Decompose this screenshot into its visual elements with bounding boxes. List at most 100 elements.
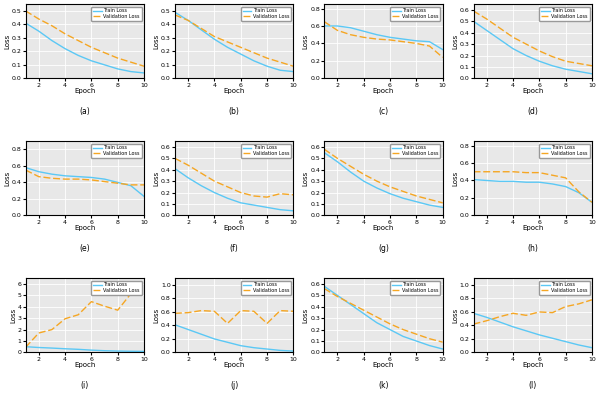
Train Loss <box>386 327 394 332</box>
Validation Loss <box>496 26 503 30</box>
Validation Loss <box>101 304 108 308</box>
Train Loss <box>74 53 82 58</box>
X-axis label: Epoch: Epoch <box>74 224 95 230</box>
Validation Loss <box>290 309 297 314</box>
Validation Loss <box>483 17 490 22</box>
Validation Loss <box>347 32 354 37</box>
Text: (b): (b) <box>229 106 239 116</box>
Validation Loss <box>562 176 569 180</box>
Validation Loss <box>426 336 433 341</box>
Line: Validation Loss: Validation Loss <box>175 15 293 66</box>
Train Loss <box>224 196 231 201</box>
Train Loss <box>237 343 244 348</box>
Train Loss <box>470 177 477 182</box>
Train Loss <box>589 200 596 205</box>
Validation Loss <box>334 28 341 33</box>
Train Loss <box>523 53 530 58</box>
Text: (c): (c) <box>379 106 388 116</box>
Legend: Train Loss, Validation Loss: Train Loss, Validation Loss <box>91 6 142 21</box>
Train Loss <box>197 183 205 188</box>
Train Loss <box>483 315 490 320</box>
Validation Loss <box>61 177 68 182</box>
Validation Loss <box>211 179 218 184</box>
Validation Loss <box>277 191 284 196</box>
Train Loss <box>211 190 218 195</box>
Train Loss <box>439 205 446 210</box>
Train Loss <box>536 180 543 185</box>
Train Loss <box>114 66 121 71</box>
Train Loss <box>101 62 108 67</box>
X-axis label: Epoch: Epoch <box>74 362 95 368</box>
Train Loss <box>589 345 596 350</box>
Train Loss <box>290 69 297 74</box>
Validation Loss <box>496 314 503 319</box>
Train Loss <box>184 327 191 332</box>
Text: (a): (a) <box>79 106 90 116</box>
Validation Loss <box>413 41 420 46</box>
Train Loss <box>523 328 530 333</box>
Train Loss <box>101 348 108 353</box>
Legend: Train Loss, Validation Loss: Train Loss, Validation Loss <box>539 281 590 295</box>
Train Loss <box>197 27 205 32</box>
Validation Loss <box>277 308 284 313</box>
Line: Train Loss: Train Loss <box>175 325 293 351</box>
Train Loss <box>413 338 420 343</box>
Line: Train Loss: Train Loss <box>26 347 144 351</box>
Train Loss <box>140 70 148 75</box>
Validation Loss <box>277 60 284 64</box>
Legend: Train Loss, Validation Loss: Train Loss, Validation Loss <box>390 281 440 295</box>
X-axis label: Epoch: Epoch <box>522 88 544 94</box>
Line: Validation Loss: Validation Loss <box>26 170 144 185</box>
Line: Train Loss: Train Loss <box>473 180 592 202</box>
X-axis label: Epoch: Epoch <box>223 362 245 368</box>
Validation Loss <box>562 304 569 309</box>
Train Loss <box>413 38 420 43</box>
Train Loss <box>263 347 271 352</box>
Validation Loss <box>426 197 433 202</box>
Train Loss <box>496 179 503 184</box>
Validation Loss <box>114 308 121 312</box>
Train Loss <box>49 38 56 43</box>
Validation Loss <box>114 56 121 60</box>
Train Loss <box>347 302 354 307</box>
Train Loss <box>334 24 341 28</box>
Validation Loss <box>360 35 367 40</box>
Text: (l): (l) <box>529 380 537 390</box>
Train Loss <box>35 29 43 34</box>
Line: Train Loss: Train Loss <box>473 313 592 348</box>
Line: Train Loss: Train Loss <box>324 153 443 207</box>
Validation Loss <box>360 172 367 177</box>
X-axis label: Epoch: Epoch <box>522 224 544 230</box>
Validation Loss <box>140 182 148 187</box>
Train Loss <box>88 58 95 63</box>
Train Loss <box>114 349 121 354</box>
Validation Loss <box>509 169 517 174</box>
Validation Loss <box>250 194 257 198</box>
Train Loss <box>334 293 341 298</box>
Y-axis label: Loss: Loss <box>303 34 309 49</box>
Validation Loss <box>334 294 341 299</box>
Line: Validation Loss: Validation Loss <box>473 172 592 202</box>
Train Loss <box>35 169 43 174</box>
Legend: Train Loss, Validation Loss: Train Loss, Validation Loss <box>241 144 291 158</box>
Validation Loss <box>101 50 108 55</box>
Validation Loss <box>184 163 191 168</box>
Validation Loss <box>127 182 134 187</box>
Train Loss <box>439 47 446 52</box>
Train Loss <box>334 159 341 164</box>
Y-axis label: Loss: Loss <box>303 308 309 323</box>
Line: Train Loss: Train Loss <box>175 12 293 72</box>
Train Loss <box>589 71 596 76</box>
Train Loss <box>496 320 503 324</box>
Train Loss <box>400 37 407 42</box>
Train Loss <box>61 46 68 51</box>
Y-axis label: Loss: Loss <box>4 34 10 49</box>
Train Loss <box>413 199 420 204</box>
Train Loss <box>127 349 134 354</box>
Validation Loss <box>413 332 420 336</box>
Validation Loss <box>509 311 517 316</box>
Validation Loss <box>140 291 148 296</box>
Validation Loss <box>426 44 433 48</box>
Train Loss <box>400 196 407 201</box>
Validation Loss <box>334 156 341 161</box>
